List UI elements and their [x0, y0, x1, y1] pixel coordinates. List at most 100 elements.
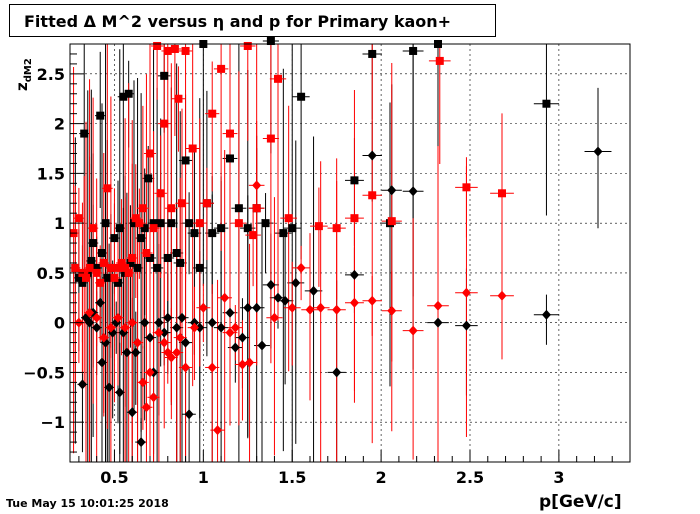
- data-point-diamond: [257, 340, 267, 351]
- data-point-square: [89, 239, 98, 248]
- data-point-diamond: [166, 352, 176, 363]
- data-point-diamond: [461, 320, 471, 331]
- data-point-square: [435, 56, 444, 65]
- data-point-diamond: [159, 337, 169, 348]
- data-point-diamond: [127, 407, 137, 418]
- data-point-diamond: [291, 277, 301, 288]
- data-point-diamond: [127, 317, 137, 328]
- data-point-square: [350, 214, 359, 223]
- x-tick-label: 3: [553, 468, 564, 487]
- data-point-square: [149, 219, 158, 228]
- data-point-diamond: [159, 327, 169, 338]
- data-point-diamond: [280, 295, 290, 306]
- data-point-square: [114, 278, 122, 287]
- data-point-square: [252, 204, 261, 213]
- data-point-square: [284, 214, 293, 223]
- data-point-diamond: [497, 290, 507, 301]
- data-point-square: [217, 224, 226, 233]
- data-point-square: [119, 92, 128, 101]
- data-point-square: [181, 46, 190, 55]
- data-point-square: [188, 144, 197, 153]
- data-point-square: [103, 273, 112, 282]
- data-point-square: [103, 184, 112, 193]
- data-point-diamond: [97, 357, 107, 368]
- data-point-diamond: [184, 409, 194, 420]
- x-tick-label: 0.5: [100, 468, 128, 487]
- data-point-square: [226, 154, 234, 163]
- data-point-diamond: [309, 285, 319, 296]
- data-point-square: [74, 273, 83, 282]
- data-point-square: [153, 41, 162, 50]
- data-point-diamond: [92, 312, 102, 323]
- data-point-square: [85, 263, 94, 272]
- data-point-square: [126, 258, 135, 267]
- data-point-square: [279, 229, 288, 238]
- data-point-diamond: [225, 307, 235, 318]
- data-point-square: [133, 263, 142, 272]
- y-tick-label: 2.5: [37, 65, 65, 84]
- data-point-diamond: [140, 317, 150, 328]
- data-point-square: [96, 278, 105, 287]
- data-point-square: [142, 249, 151, 257]
- data-point-diamond: [207, 317, 217, 328]
- data-point-square: [92, 268, 101, 277]
- data-point-square: [170, 44, 179, 53]
- data-point-square: [110, 273, 119, 282]
- data-point-diamond: [92, 322, 102, 333]
- data-point-square: [131, 214, 140, 223]
- data-point-diamond: [593, 146, 603, 157]
- data-point-diamond: [237, 332, 247, 343]
- data-point-square: [163, 46, 172, 55]
- y-tick-label: −0.5: [23, 363, 65, 382]
- data-point-square: [261, 219, 270, 228]
- data-point-square: [156, 189, 165, 198]
- data-point-diamond: [216, 322, 226, 333]
- data-point-square: [314, 222, 323, 231]
- data-point-diamond: [133, 337, 143, 348]
- data-point-square: [288, 224, 297, 233]
- data-point-diamond: [145, 367, 155, 378]
- data-point-diamond: [461, 287, 471, 298]
- data-point-square: [163, 253, 172, 262]
- x-tick-label: 1: [198, 468, 209, 487]
- data-point-square: [121, 263, 130, 272]
- data-point-square: [146, 149, 154, 158]
- data-point-square: [153, 263, 162, 272]
- data-point-square: [92, 263, 101, 272]
- data-point-square: [174, 94, 183, 103]
- data-point-diamond: [367, 295, 377, 306]
- data-point-diamond: [195, 322, 205, 333]
- data-point-diamond: [175, 332, 185, 343]
- data-point-square: [167, 204, 176, 213]
- data-point-diamond: [115, 387, 125, 398]
- data-point-square: [82, 273, 90, 282]
- data-point-diamond: [138, 377, 148, 388]
- data-point-square: [332, 224, 341, 233]
- data-point-square: [89, 224, 98, 233]
- y-tick-label: 1: [54, 214, 65, 233]
- data-point-square: [297, 92, 306, 101]
- data-point-diamond: [131, 347, 141, 358]
- data-point-diamond: [269, 312, 279, 323]
- data-point-square: [138, 204, 147, 213]
- data-point-square: [117, 258, 126, 267]
- data-point-square: [195, 263, 204, 272]
- data-point-square: [243, 41, 252, 50]
- timestamp: Tue May 15 10:01:25 2018: [6, 497, 169, 510]
- data-point-square: [243, 224, 252, 233]
- data-point-diamond: [154, 317, 164, 328]
- data-point-square: [71, 263, 80, 272]
- data-point-diamond: [541, 309, 551, 320]
- data-point-square: [249, 231, 258, 240]
- data-point-square: [498, 189, 506, 198]
- x-tick-label: 1.5: [278, 468, 306, 487]
- data-point-square: [87, 256, 96, 265]
- data-point-square: [274, 74, 282, 83]
- data-point-square: [98, 249, 106, 257]
- data-point-diamond: [213, 425, 223, 436]
- x-tick-label: 2.5: [456, 468, 484, 487]
- data-point-diamond: [149, 392, 159, 403]
- data-point-diamond: [296, 262, 306, 273]
- data-point-square: [149, 224, 158, 233]
